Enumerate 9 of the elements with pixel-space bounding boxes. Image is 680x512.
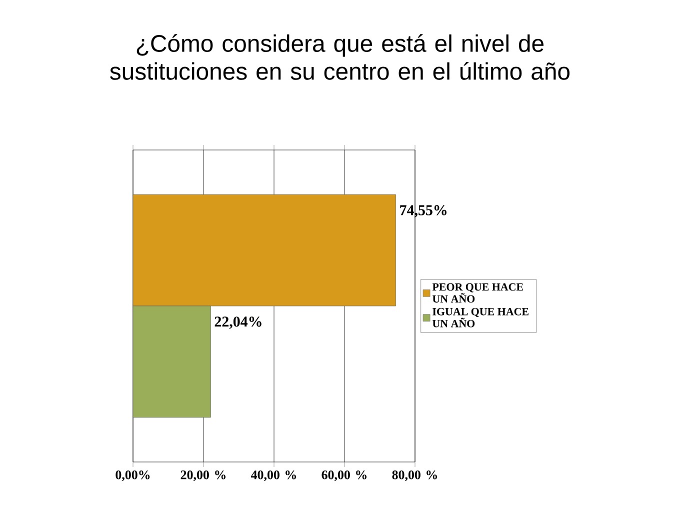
x-tick-label: 0,00%	[116, 470, 150, 482]
chart-title: ¿Cómo considera que está el nivel de sustituciones en su centro en el último año	[110, 34, 570, 80]
x-tick-label: 80,00 %	[392, 470, 437, 482]
legend-label: IGUAL QUE HACE UN AÑO	[432, 308, 528, 328]
x-tick-label: 20,00 %	[180, 470, 226, 482]
data-label: 22,04%	[214, 316, 262, 329]
x-tick-label: 60,00 %	[322, 470, 366, 482]
legend-label: PEOR QUE HACE UN AÑO	[432, 283, 523, 303]
x-tick-label: 40,00 %	[250, 470, 296, 482]
